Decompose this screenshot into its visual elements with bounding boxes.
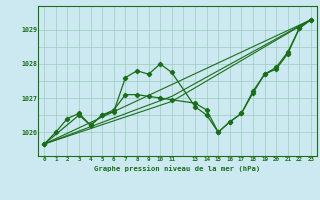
X-axis label: Graphe pression niveau de la mer (hPa): Graphe pression niveau de la mer (hPa)	[94, 165, 261, 172]
